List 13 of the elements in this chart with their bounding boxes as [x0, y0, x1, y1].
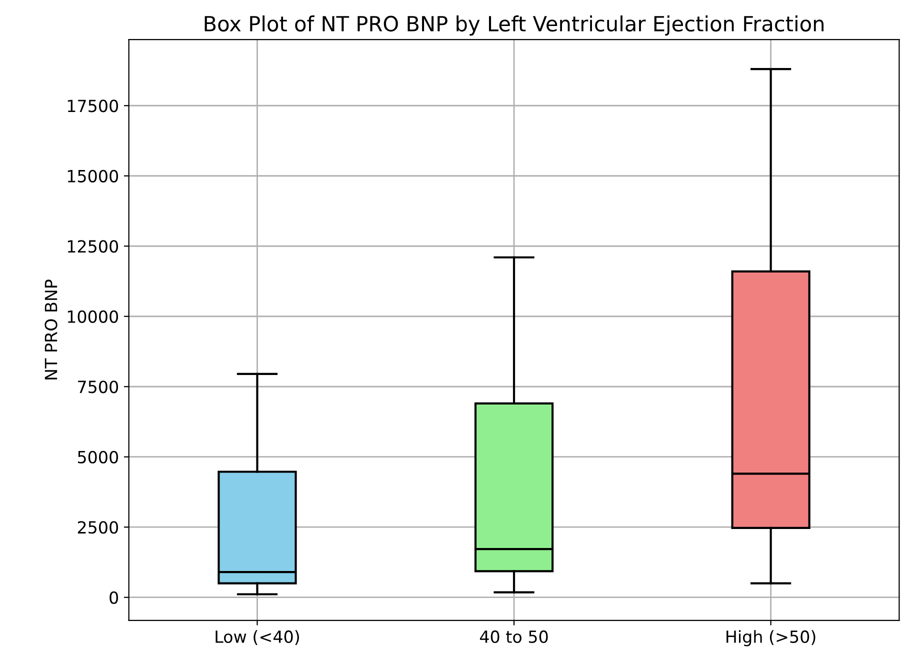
- y-tick-label: 17500: [68, 100, 118, 112]
- y-tick-label: 15000: [68, 170, 118, 182]
- y-axis-title: NT PRO BNP: [44, 280, 58, 380]
- x-tick-label: High (>50): [726, 630, 816, 646]
- y-tick-label: 7500: [78, 380, 118, 394]
- chart-title: Box Plot of NT PRO BNP by Left Ventricular Ejection Fraction: [204, 15, 824, 36]
- y-tick-label: 10000: [68, 310, 118, 323]
- y-tick-label: 5000: [78, 450, 118, 464]
- y-tick-label: 12500: [68, 240, 118, 253]
- x-tick-label: Low (<40): [216, 630, 299, 645]
- y-tick-label: 0: [110, 591, 118, 604]
- y-tick-label: 2500: [78, 521, 118, 534]
- x-tick-label: 40 to 50: [480, 630, 548, 644]
